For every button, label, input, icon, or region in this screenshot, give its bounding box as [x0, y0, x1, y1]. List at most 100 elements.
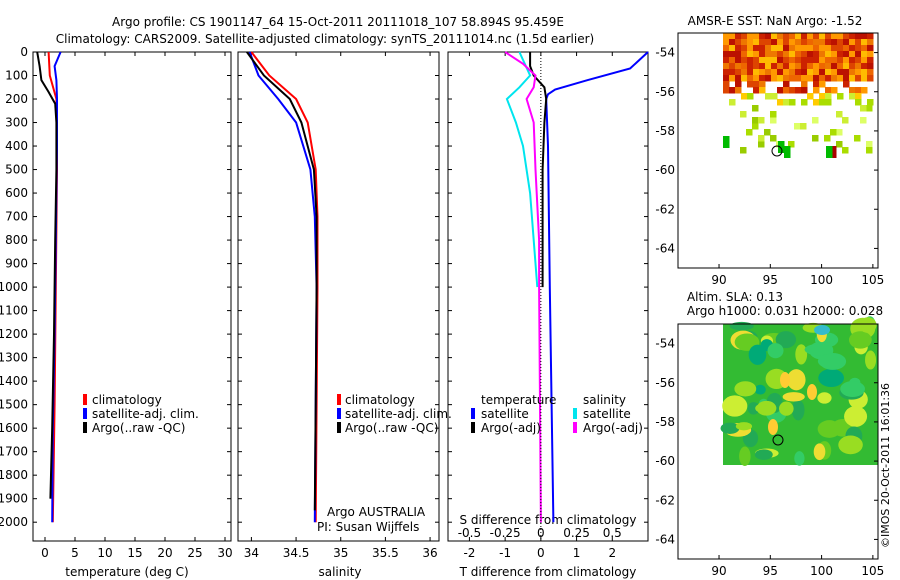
sst-cell — [854, 135, 861, 142]
sla-blob — [734, 381, 757, 397]
sla-blob — [782, 392, 805, 402]
sst-cell — [813, 45, 820, 52]
sst-cell — [861, 87, 868, 94]
sst-cell — [795, 39, 802, 46]
sst-cell — [741, 33, 748, 40]
x-tick-label: 25 — [187, 546, 202, 560]
sst-cell — [836, 141, 843, 148]
legend-salinity-heading: salinity — [583, 393, 626, 407]
s-tick-label: 0.25 — [563, 526, 590, 540]
sst-cell — [789, 45, 796, 52]
sla-blob — [848, 331, 872, 349]
sla-blob — [807, 384, 817, 400]
difference-xlabel-top: S difference from climatology — [460, 513, 637, 527]
sst-cell — [825, 45, 832, 52]
legend-argo: Argo(..raw -QC) — [345, 421, 438, 435]
sla-map-title-line2: Argo h1000: 0.031 h2000: 0.028 — [687, 304, 883, 318]
sst-cell — [735, 81, 742, 88]
x-tick-label: 35.5 — [372, 546, 399, 560]
sst-cell — [741, 69, 748, 76]
sst-cell — [855, 69, 862, 76]
sst-cell — [729, 87, 736, 94]
sst-cell — [819, 75, 826, 82]
sst-cell — [753, 75, 760, 82]
sst-cell — [723, 33, 730, 40]
sst-cell — [807, 51, 814, 58]
salinity-lines — [246, 51, 319, 523]
lon-tick-label: 95 — [763, 564, 778, 578]
sst-cell — [855, 45, 862, 52]
sst-cell — [753, 39, 760, 46]
sla-blob — [735, 422, 753, 431]
sla-blob — [768, 419, 778, 435]
sla-lon-ticks: 90 95 100 105 — [711, 555, 884, 578]
sla-blob — [817, 392, 832, 404]
sst-cell — [753, 51, 760, 58]
depth-tick-label: 1100 — [0, 304, 28, 318]
sst-cell — [789, 63, 796, 70]
sst-cell — [855, 87, 862, 94]
s-tick-label: 0.5 — [603, 526, 622, 540]
sst-cell — [813, 69, 820, 76]
sst-cell — [849, 57, 856, 64]
sst-cell — [789, 57, 796, 64]
sst-cell — [783, 33, 790, 40]
sst-cell — [801, 57, 808, 64]
sst-cell — [855, 63, 862, 70]
legend-swatch-argo — [83, 422, 87, 433]
sst-cell — [855, 51, 862, 58]
sst-cell — [729, 69, 736, 76]
sst-cell — [831, 57, 838, 64]
sst-cell — [866, 141, 873, 148]
sst-cell — [837, 39, 844, 46]
x-tick-label: 2 — [608, 546, 616, 560]
depth-tick-label: 2000 — [0, 515, 28, 529]
sst-cell — [777, 99, 784, 106]
sst-cell — [723, 51, 730, 58]
sst-cell — [843, 81, 850, 88]
sst-cell — [813, 81, 820, 88]
sst-cell — [765, 45, 772, 52]
x-tick-label: 35 — [333, 546, 348, 560]
sla-blob — [775, 331, 797, 349]
lat-tick-label: -54 — [655, 46, 675, 60]
sst-cell — [849, 93, 856, 100]
sst-cell — [866, 147, 873, 154]
depth-tick-label: 1600 — [0, 421, 28, 435]
sst-cell — [759, 33, 766, 40]
sla-blob — [817, 353, 846, 369]
argo-pi-label: PI: Susan Wijffels — [317, 520, 419, 534]
legend-s-argo: Argo(-adj) — [583, 421, 643, 435]
s-tick-label: -0.25 — [490, 526, 521, 540]
depth-tick-label: 100 — [5, 69, 28, 83]
lon-tick-label: 95 — [763, 273, 778, 287]
salinity-xlabel: salinity — [318, 565, 361, 579]
sst-cell — [843, 51, 850, 58]
sla-blob — [754, 384, 766, 395]
sst-cell — [800, 123, 807, 130]
sla-map-title-line1: Altim. SLA: 0.13 — [687, 290, 783, 304]
sst-cell — [770, 111, 777, 118]
sla-blob — [780, 372, 790, 388]
sst-cell — [801, 51, 808, 58]
sst-cell — [819, 39, 826, 46]
x-tick-label: 20 — [157, 546, 172, 560]
sst-cell — [819, 99, 826, 106]
sla-blob — [720, 422, 740, 434]
sla-blob — [818, 368, 845, 388]
legend-swatch-climatology — [337, 394, 341, 405]
sst-cell — [842, 117, 849, 124]
legend-t-satellite: satellite — [481, 407, 529, 421]
sst-cell — [849, 39, 856, 46]
sst-cell — [861, 75, 868, 82]
sla-map: Altim. SLA: 0.13 Argo h1000: 0.031 h2000… — [655, 290, 884, 578]
sst-cell — [723, 69, 730, 76]
salinity-panel: salinity 34 34.5 35 35.5 36 climatology sate… — [237, 51, 452, 579]
sst-cell — [867, 75, 874, 82]
sst-cell — [795, 45, 802, 52]
sla-blob — [722, 395, 748, 417]
lat-tick-label: -58 — [655, 415, 675, 429]
depth-tick-label: 900 — [5, 257, 28, 271]
sst-cell — [783, 39, 790, 46]
sst-field — [723, 33, 874, 158]
